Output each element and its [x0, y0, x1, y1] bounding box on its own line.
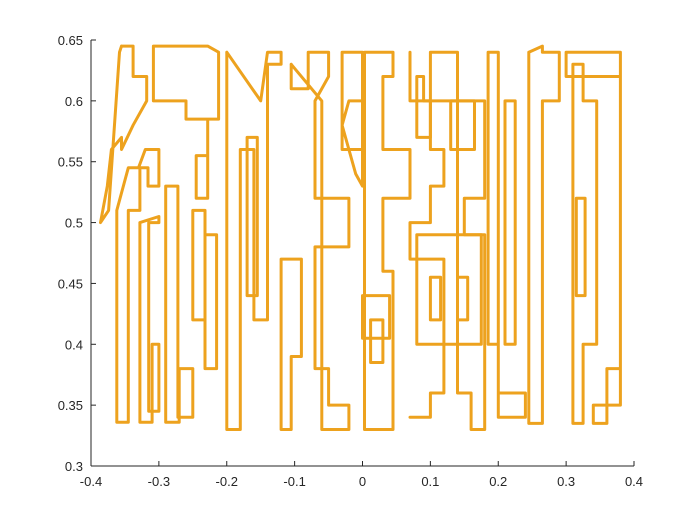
series-line-8 [245, 135, 259, 298]
series-line-26 [564, 50, 622, 425]
series-line-5 [164, 184, 195, 424]
series-line-2 [115, 148, 161, 424]
series-line-7 [225, 50, 283, 431]
y-tick-label: 0.35 [58, 398, 83, 413]
series-line-19 [415, 233, 483, 346]
series-line-21 [456, 275, 470, 322]
x-tick-label: 0 [359, 474, 366, 489]
y-ticks: 0.3 0.35 0.4 0.45 0.5 0.55 0.6 0.65 [58, 33, 96, 474]
series-line-20 [428, 275, 443, 322]
series-line-1 [99, 44, 149, 225]
series-line-27 [574, 196, 587, 298]
plot-lines [99, 44, 622, 431]
series-line-17 [428, 50, 487, 431]
y-tick-label: 0.65 [58, 33, 83, 48]
y-tick-label: 0.3 [65, 459, 83, 474]
y-tick-label: 0.4 [65, 337, 83, 352]
y-tick-label: 0.45 [58, 276, 83, 291]
series-line-11 [340, 50, 364, 188]
x-tick-label: 0.2 [489, 474, 507, 489]
x-tick-label: -0.1 [283, 474, 305, 489]
x-tick-label: -0.3 [148, 474, 170, 489]
series-line-24 [527, 44, 561, 425]
x-tick-label: 0.4 [625, 474, 643, 489]
x-tick-label: -0.4 [80, 474, 102, 489]
series-line-6 [191, 208, 219, 371]
series-line-13 [361, 294, 392, 340]
series-line-4 [138, 215, 161, 424]
series-line-23 [503, 99, 517, 346]
y-tick-label: 0.6 [65, 94, 83, 109]
series-line-18 [449, 99, 476, 151]
x-ticks: -0.4 -0.3 -0.2 -0.1 0 0.1 0.2 0.3 0.4 [80, 461, 643, 489]
series-line-9 [279, 257, 303, 431]
series-line-14 [369, 318, 385, 364]
series-line-3 [151, 44, 221, 200]
x-tick-label: 0.3 [557, 474, 575, 489]
x-tick-label: -0.2 [216, 474, 238, 489]
series-line-10 [289, 50, 351, 431]
x-tick-label: 0.1 [421, 474, 439, 489]
series-line-16 [415, 75, 432, 139]
series-line-12 [363, 50, 412, 431]
y-tick-label: 0.55 [58, 155, 83, 170]
series-line-22 [486, 50, 527, 419]
y-tick-label: 0.5 [65, 216, 83, 231]
